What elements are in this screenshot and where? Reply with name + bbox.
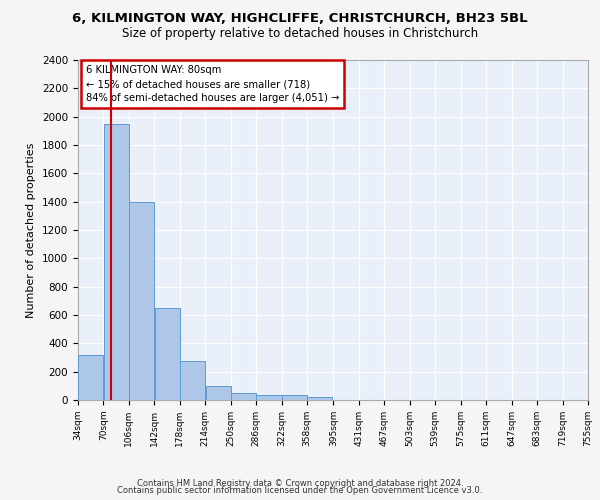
Bar — [282, 395, 307, 400]
Bar — [205, 386, 230, 400]
Y-axis label: Number of detached properties: Number of detached properties — [26, 142, 37, 318]
Bar — [180, 361, 205, 400]
Bar — [78, 354, 103, 400]
Text: 6 KILMINGTON WAY: 80sqm
← 15% of detached houses are smaller (718)
84% of semi-d: 6 KILMINGTON WAY: 80sqm ← 15% of detache… — [86, 65, 339, 103]
Text: Size of property relative to detached houses in Christchurch: Size of property relative to detached ho… — [122, 28, 478, 40]
Bar — [231, 394, 256, 400]
Bar — [129, 202, 154, 400]
Bar — [104, 124, 129, 400]
Bar — [307, 397, 332, 400]
Text: 6, KILMINGTON WAY, HIGHCLIFFE, CHRISTCHURCH, BH23 5BL: 6, KILMINGTON WAY, HIGHCLIFFE, CHRISTCHU… — [72, 12, 528, 26]
Text: Contains HM Land Registry data © Crown copyright and database right 2024.: Contains HM Land Registry data © Crown c… — [137, 478, 463, 488]
Bar — [155, 308, 179, 400]
Bar — [256, 394, 281, 400]
Text: Contains public sector information licensed under the Open Government Licence v3: Contains public sector information licen… — [118, 486, 482, 495]
